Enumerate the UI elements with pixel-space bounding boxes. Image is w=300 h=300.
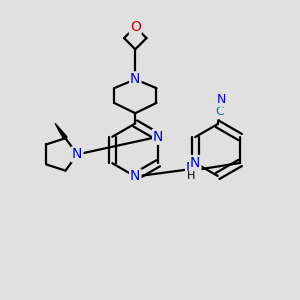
Text: N: N [186,161,196,175]
Text: N: N [153,130,164,144]
Text: N: N [130,169,140,184]
Text: C: C [216,105,224,118]
Text: N: N [130,72,140,86]
Text: N: N [217,93,226,106]
Polygon shape [55,124,67,140]
Text: O: O [130,20,141,34]
Text: H: H [187,171,195,181]
Text: N: N [72,147,83,161]
Text: N: N [190,156,200,170]
